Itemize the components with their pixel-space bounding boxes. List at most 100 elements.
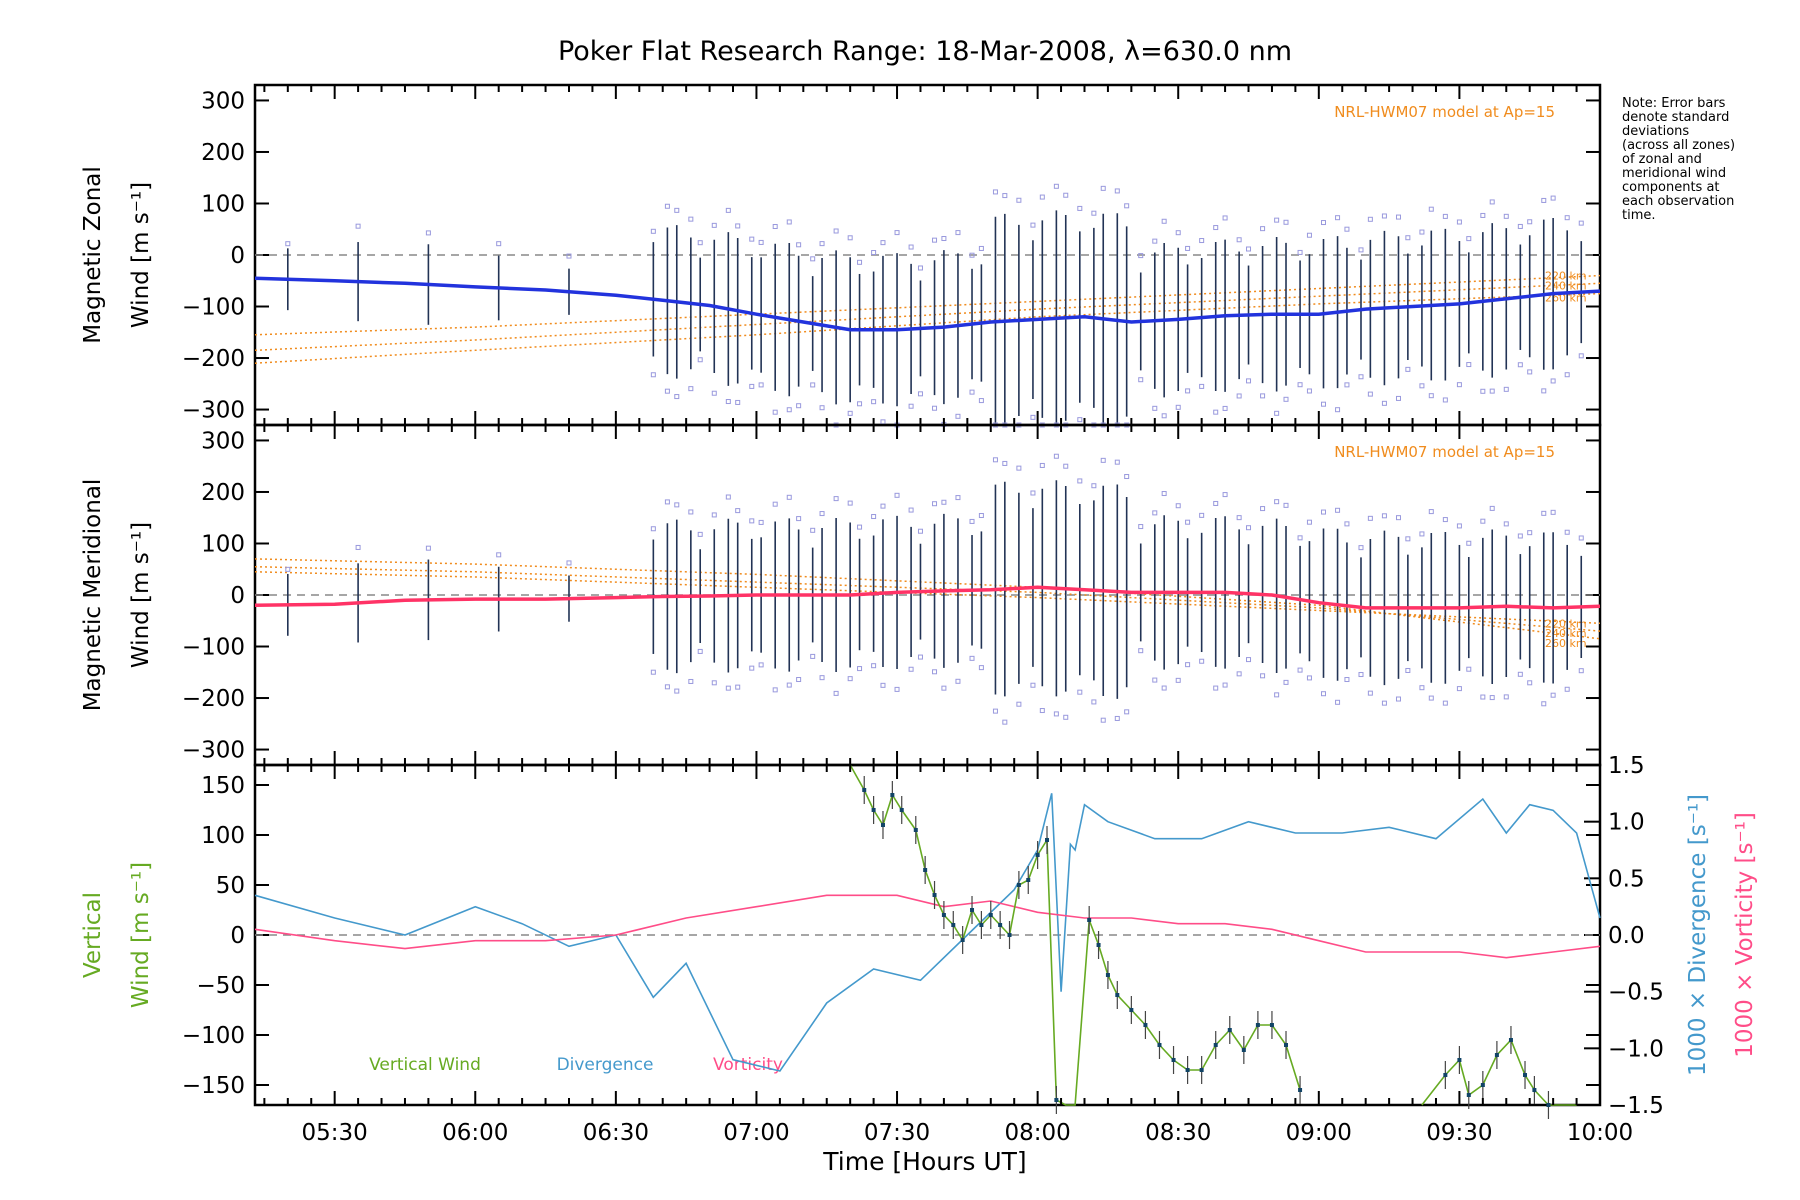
note-line: meridional wind xyxy=(1622,166,1726,181)
vertical-wind-point xyxy=(1143,1023,1148,1027)
right-tick-label: −0.5 xyxy=(1608,980,1664,1006)
meridional-y-ticks: 300 200 100 0 −100 −200 −300 xyxy=(182,428,1600,764)
scatter-point xyxy=(566,253,572,259)
scatter-point xyxy=(1077,417,1083,423)
scatter-point xyxy=(1564,529,1570,535)
scatter-point xyxy=(1405,366,1411,372)
y-tick-label: 0 xyxy=(230,243,245,269)
scatter-point xyxy=(1199,238,1205,244)
scatter-point xyxy=(1124,709,1130,715)
x-axis-ticks: 05:30 06:00 06:30 07:00 07:30 08:00 08:30 09:00… xyxy=(263,85,1633,1146)
vertical-wind-point xyxy=(1007,933,1012,937)
vertical-ylabel-line1: Vertical xyxy=(80,892,106,978)
vertical-ylabel-line2: Wind [m s⁻¹] xyxy=(128,862,154,1008)
scatter-point xyxy=(1335,407,1341,413)
scatter-point xyxy=(1185,519,1191,525)
vertical-wind-point xyxy=(932,893,937,897)
scatter-point xyxy=(1077,205,1083,211)
scatter-point xyxy=(932,669,938,675)
scatter-point xyxy=(1077,478,1083,484)
scatter-point xyxy=(1152,238,1158,244)
note-line: denote standard xyxy=(1622,110,1729,125)
scatter-point xyxy=(1138,648,1144,654)
model-curve xyxy=(254,274,1601,336)
scatter-point xyxy=(1503,694,1509,700)
x-tick-label: 09:00 xyxy=(1286,1120,1352,1146)
scatter-point xyxy=(1138,377,1144,383)
scatter-point xyxy=(1236,393,1242,399)
vertical-wind-point xyxy=(1016,883,1021,887)
scatter-point xyxy=(1039,194,1045,200)
scatter-point xyxy=(697,240,703,246)
scatter-point xyxy=(941,499,947,505)
scatter-point xyxy=(749,236,755,242)
x-tick-label: 05:30 xyxy=(302,1120,368,1146)
scatter-point xyxy=(1367,216,1373,222)
scatter-point xyxy=(749,665,755,671)
vertical-wind-point xyxy=(1546,1103,1551,1107)
legend-divergence: Divergence xyxy=(557,1055,654,1075)
scatter-point xyxy=(1222,405,1228,411)
y-tick-label: −50 xyxy=(196,973,245,999)
zonal-ylabel-line2: Wind [m s⁻¹] xyxy=(128,182,154,328)
scatter-point xyxy=(1321,401,1327,407)
scatter-point xyxy=(1480,212,1486,218)
scatter-point xyxy=(735,223,741,229)
scatter-point xyxy=(1527,369,1533,375)
scatter-point xyxy=(1222,492,1228,498)
scatter-point xyxy=(1030,490,1036,496)
scatter-point xyxy=(1517,223,1523,229)
right-y-ticks: 1.5 1.0 0.5 0.0 −0.5 −1.0 −1.5 xyxy=(1584,753,1664,1119)
vertical-wind-point xyxy=(899,808,904,812)
scatter-point xyxy=(1550,692,1556,698)
scatter-point xyxy=(847,235,853,241)
scatter-point xyxy=(664,684,670,690)
scatter-point xyxy=(425,545,431,551)
scatter-point xyxy=(1503,521,1509,527)
scatter-point xyxy=(1335,215,1341,221)
scatter-point xyxy=(1456,523,1462,529)
scatter-point xyxy=(1297,382,1303,388)
scatter-point xyxy=(1091,699,1097,705)
meridional-ylabel-line2: Wind [m s⁻¹] xyxy=(128,522,154,668)
scatter-point xyxy=(1213,685,1219,691)
scatter-point xyxy=(1541,388,1547,394)
scatter-point xyxy=(1124,203,1130,209)
vertical-wind-point xyxy=(890,793,895,797)
note-line: time. xyxy=(1622,208,1656,223)
vertical-wind-point xyxy=(1045,838,1050,842)
scatter-point xyxy=(1578,535,1584,541)
scatter-point xyxy=(1260,393,1266,399)
scatter-point xyxy=(1381,400,1387,406)
scatter-point xyxy=(1283,679,1289,685)
scatter-point xyxy=(932,405,938,411)
scatter-point xyxy=(725,494,731,500)
scatter-point xyxy=(758,382,764,388)
scatter-point xyxy=(1161,685,1167,691)
scatter-point xyxy=(847,676,853,682)
scatter-point xyxy=(1456,382,1462,388)
vertical-wind-point xyxy=(1241,1048,1246,1052)
scatter-point xyxy=(978,665,984,671)
scatter-point xyxy=(1527,680,1533,686)
scatter-point xyxy=(941,236,947,242)
y-tick-label: 100 xyxy=(201,823,245,849)
scatter-point xyxy=(674,394,680,400)
scatter-point xyxy=(1564,215,1570,221)
scatter-point xyxy=(1442,213,1448,219)
scatter-point xyxy=(1152,677,1158,683)
scatter-point xyxy=(725,207,731,213)
scatter-point xyxy=(1175,230,1181,236)
scatter-point xyxy=(819,675,825,681)
scatter-point xyxy=(1428,206,1434,212)
scatter-point xyxy=(1138,524,1144,530)
vertical-wind-point xyxy=(1532,1088,1537,1092)
scatter-point xyxy=(833,690,839,696)
note-line: deviations xyxy=(1622,124,1689,139)
scatter-point xyxy=(969,518,975,524)
scatter-point xyxy=(1395,696,1401,702)
scatter-point xyxy=(1550,378,1556,384)
scatter-point xyxy=(1489,695,1495,701)
scatter-point xyxy=(1550,195,1556,201)
